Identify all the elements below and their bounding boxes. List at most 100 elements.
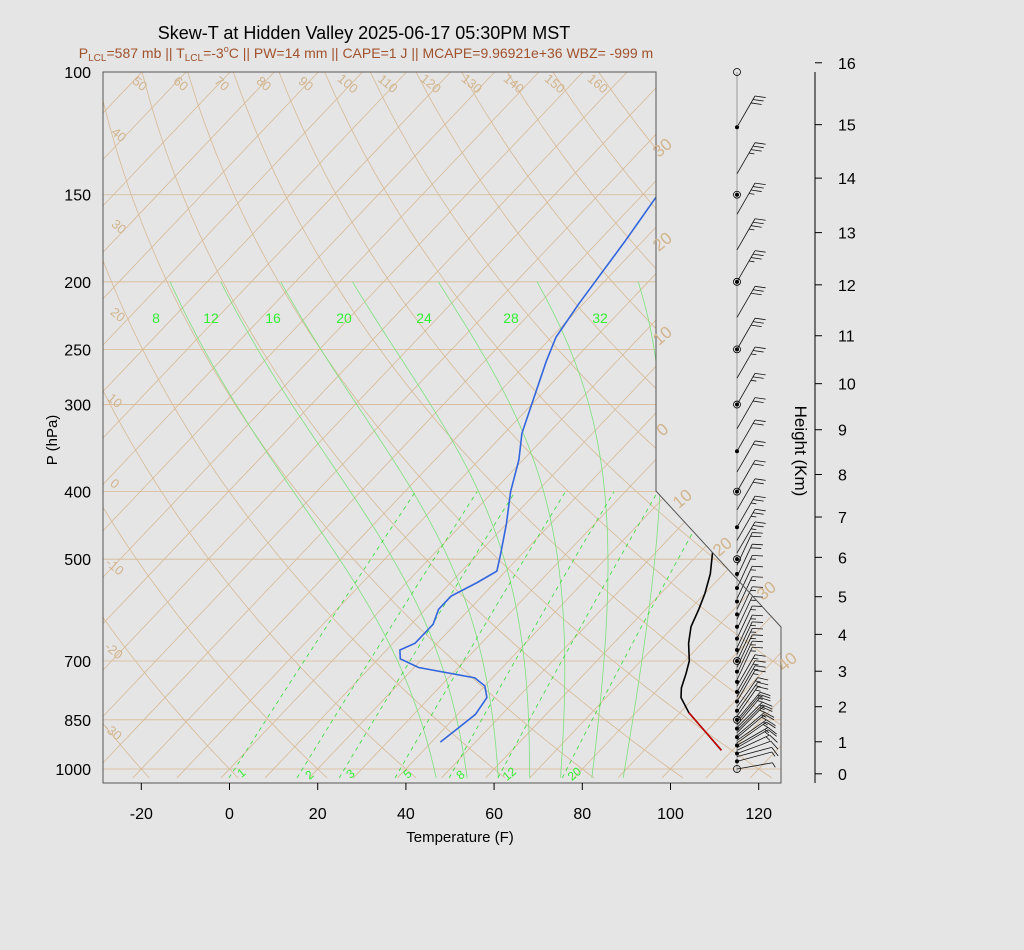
wind-barb-shaft	[736, 596, 753, 630]
wind-barb-feather	[757, 700, 763, 703]
height-tick-label: 16	[838, 56, 856, 73]
height-tick-label: 6	[838, 550, 847, 567]
isotherm-label: 10	[669, 485, 696, 512]
wind-barb-feather	[750, 547, 762, 549]
wind-barb-feather	[771, 751, 776, 757]
wind-barb-feather	[752, 621, 763, 623]
wind-barb-shaft	[736, 532, 753, 566]
p-tick-label: 1000	[55, 762, 91, 779]
wind-barb-shaft	[736, 686, 758, 717]
height-dot	[735, 612, 739, 617]
isotherm-line	[794, 72, 1024, 778]
isotherm-label: 40	[109, 124, 130, 145]
wind-barb-shaft	[736, 566, 753, 600]
plot-frame	[102, 71, 782, 784]
wind-barb-feather	[750, 379, 757, 382]
wind-barb-shaft	[736, 614, 753, 648]
height-dot	[735, 679, 739, 684]
dry-adiabat	[103, 72, 595, 779]
wind-barb-shaft	[736, 182, 756, 215]
wind-barb-shaft	[736, 634, 753, 668]
wind-barb-feather	[752, 400, 764, 404]
wind-barb-shaft	[736, 440, 756, 473]
wind-barb-shaft	[736, 694, 761, 723]
p-tick-label: 500	[64, 552, 91, 569]
moist-adiabat	[437, 281, 566, 778]
isotherm-line	[485, 72, 781, 779]
mixing-ratio-line	[296, 491, 478, 779]
wind-barb-feather	[752, 499, 764, 502]
isotherm-line	[573, 72, 781, 779]
wind-barb-shaft	[736, 746, 772, 758]
x-axis-label: Temperature (F)	[406, 829, 514, 846]
wind-barb-feather	[752, 145, 764, 149]
wind-barb-feather	[750, 225, 762, 228]
wind-barb-feather	[755, 685, 761, 688]
isotherm-line	[103, 72, 363, 779]
wind-barb-feather	[752, 634, 763, 636]
wind-barb-feather	[764, 729, 770, 734]
isotherm-line	[529, 72, 781, 779]
wind-barb-feather	[750, 257, 762, 260]
isotherm-line	[103, 72, 760, 779]
isotherm-line	[103, 72, 231, 779]
isotherm-line	[176, 72, 781, 779]
wind-barb-shaft	[736, 576, 753, 610]
wind-barb-feather	[755, 689, 761, 692]
dry-adiabat	[103, 72, 328, 779]
p-tick-label: 100	[64, 65, 91, 82]
plot-area	[0, 72, 1024, 779]
isotherm-label: 20	[649, 228, 676, 255]
wind-barb-feather	[752, 463, 764, 466]
height-tick-label: 12	[838, 278, 856, 295]
wind-barb-shaft	[736, 544, 753, 577]
dry-adiabat	[103, 72, 150, 779]
isotherm-line	[397, 72, 781, 779]
wind-barb-feather	[752, 657, 759, 660]
p-tick-label: 700	[64, 654, 91, 671]
x-tick-label: -20	[130, 806, 153, 823]
moist-adiabat-label: 24	[416, 310, 432, 326]
isotherm-line	[882, 72, 1024, 778]
wind-barb-feather	[754, 419, 766, 422]
wind-barb-feather	[769, 734, 778, 743]
moist-adiabat	[536, 281, 609, 778]
height-tick-label: 1	[838, 735, 847, 752]
wind-barb-feather	[752, 668, 759, 671]
wind-barb-shaft	[736, 509, 756, 541]
wind-barb-feather	[752, 614, 763, 617]
wind-barb-shaft	[736, 640, 753, 674]
dry-adiabat	[103, 72, 417, 779]
wind-barb-shaft	[736, 711, 765, 736]
isotherm-line	[132, 72, 781, 779]
isotherm-line	[927, 72, 1024, 778]
wind-barb-feather	[752, 628, 763, 630]
wind-barb-feather	[752, 321, 764, 324]
wind-barb-shaft	[736, 460, 756, 492]
wind-barb-feather	[750, 189, 762, 192]
height-tick-label: 10	[838, 377, 856, 394]
wind-barb-feather	[759, 709, 765, 713]
moist-adiabat-label: 8	[152, 310, 160, 326]
height-tick-label: 4	[838, 627, 847, 644]
wind-barb-shaft	[736, 628, 753, 662]
mixing-ratio-line	[561, 491, 716, 779]
height-tick-label: 9	[838, 423, 847, 440]
wind-barb-shaft	[736, 495, 756, 528]
height-dot	[735, 648, 739, 653]
moist-adiabat	[220, 281, 468, 778]
isotherm-line	[0, 72, 10, 778]
wind-barb-shaft	[736, 714, 765, 739]
wind-barb-feather	[762, 706, 773, 712]
x-tick-label: 120	[745, 806, 772, 823]
dry-adiabat	[415, 72, 781, 779]
isotherm-line	[617, 72, 781, 779]
wind-barb-feather	[752, 350, 764, 353]
wind-barb-shaft	[736, 373, 756, 405]
wind-barb-shaft	[736, 605, 753, 639]
wind-barb-feather	[748, 152, 755, 155]
wind-barb-shaft	[736, 218, 756, 251]
wind-barb-feather	[767, 727, 777, 735]
wind-barb-feather	[757, 681, 769, 686]
wind-barb-feather	[771, 747, 779, 757]
